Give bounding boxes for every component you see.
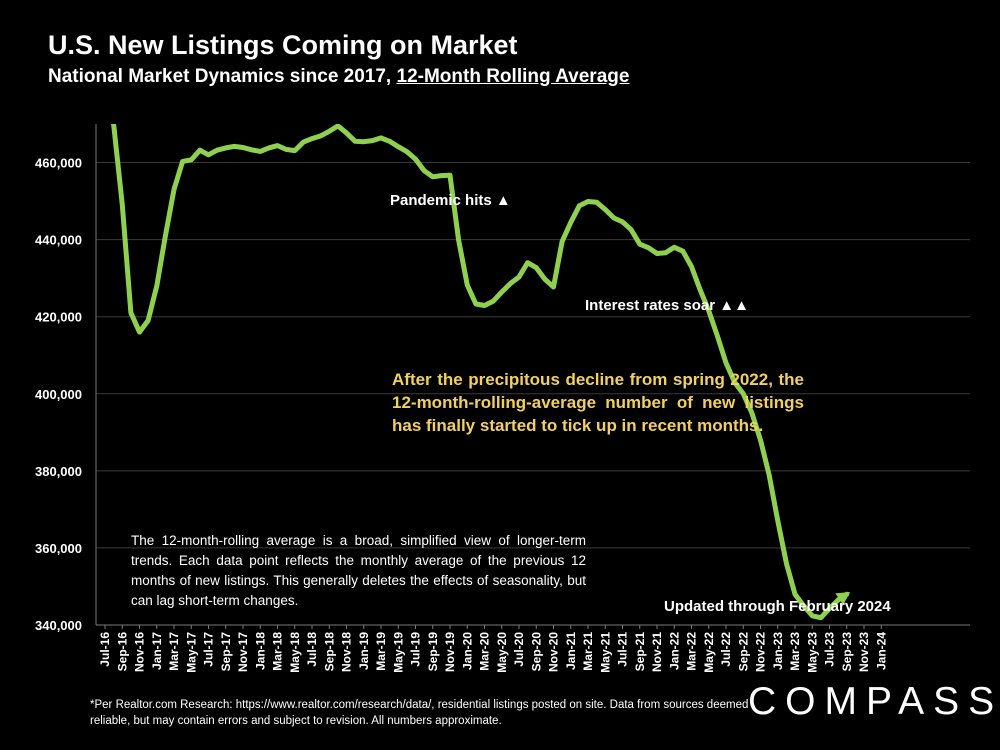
x-tick-label: Jan-24 xyxy=(874,632,888,670)
subtitle-main: National Market Dynamics since 2017, xyxy=(48,66,392,87)
y-tick-label: 420,000 xyxy=(35,310,82,325)
chart-subtitle: National Market Dynamics since 2017, 12-… xyxy=(48,66,629,88)
gridlines xyxy=(96,162,970,626)
y-tick-label: 460,000 xyxy=(35,156,82,171)
x-tick-label: May-18 xyxy=(288,632,302,673)
x-tick-label: Mar-18 xyxy=(271,632,285,671)
x-tick-label: Sep-21 xyxy=(633,632,647,672)
x-tick-label: Jan-22 xyxy=(667,632,681,670)
x-tick-label: Sep-18 xyxy=(322,632,336,672)
methodology-note: The 12-month-rolling average is a broad,… xyxy=(131,533,586,608)
x-tick-label: May-21 xyxy=(598,632,612,673)
y-tick-label: 340,000 xyxy=(35,618,82,633)
x-tick-label: Mar-20 xyxy=(478,632,492,671)
x-tick-label: Jul-23 xyxy=(823,632,837,667)
source-footnote: *Per Realtor.com Research: https://www.r… xyxy=(90,699,749,727)
x-tick-label: Nov-22 xyxy=(754,632,768,672)
line-end-arrow xyxy=(835,591,851,605)
annotation-updated: Updated through February 2024 xyxy=(664,598,891,615)
x-tick-label: Sep-23 xyxy=(840,632,854,672)
x-tick-label: Sep-17 xyxy=(219,632,233,672)
y-tick-label: 360,000 xyxy=(35,541,82,556)
x-tick-label: Nov-17 xyxy=(236,632,250,672)
x-tick-label: Jul-21 xyxy=(616,632,630,667)
annotation-interest-rates: Interest rates soar ▲▲ xyxy=(585,297,749,314)
x-tick-label: Mar-21 xyxy=(581,632,595,671)
x-tick-label: Nov-18 xyxy=(340,632,354,672)
x-tick-label: Jul-22 xyxy=(719,632,733,667)
x-tick-label: Mar-17 xyxy=(167,632,181,671)
x-tick-label: May-19 xyxy=(391,632,405,673)
x-tick-label: Jul-19 xyxy=(409,632,423,667)
x-tick-label: Jan-20 xyxy=(460,632,474,670)
x-tick-label: May-20 xyxy=(495,632,509,673)
y-tick-label: 400,000 xyxy=(35,387,82,402)
x-tick-label: Nov-19 xyxy=(443,632,457,672)
y-tick-label: 440,000 xyxy=(35,233,82,248)
x-tick-label: Mar-23 xyxy=(788,632,802,671)
x-tick-label: Sep-16 xyxy=(115,632,129,672)
x-tick-label: Mar-19 xyxy=(374,632,388,671)
x-tick-label: Jul-16 xyxy=(98,632,112,667)
x-tick-label: Nov-20 xyxy=(547,632,561,672)
chart-title: U.S. New Listings Coming on Market xyxy=(48,30,518,60)
x-tick-label: Nov-21 xyxy=(650,632,664,672)
annotation-pandemic: Pandemic hits ▲ xyxy=(390,192,511,209)
x-tick-label: Jan-21 xyxy=(564,632,578,670)
x-tick-label: May-17 xyxy=(184,632,198,673)
x-tick-label: Sep-20 xyxy=(529,632,543,672)
yellow-callout: After the precipitous decline from sprin… xyxy=(392,370,804,435)
x-tick-label: Nov-16 xyxy=(133,632,147,672)
x-tick-label: Sep-19 xyxy=(426,632,440,672)
x-tick-label: Jan-19 xyxy=(357,632,371,670)
x-tick-label: Nov-23 xyxy=(857,632,871,672)
x-tick-label: May-22 xyxy=(702,632,716,673)
x-tick-label: Mar-22 xyxy=(685,632,699,671)
x-tick-label: May-23 xyxy=(805,632,819,673)
compass-logo: COMPASS xyxy=(748,680,1000,723)
x-tick-label: Jul-17 xyxy=(202,632,216,667)
series-layer xyxy=(111,124,851,621)
x-tick-label: Jul-18 xyxy=(305,632,319,667)
series-line xyxy=(111,124,850,621)
subtitle-underlined: 12-Month Rolling Average xyxy=(396,66,630,87)
x-tick-label: Jan-23 xyxy=(771,632,785,670)
x-tick-label: Jan-18 xyxy=(253,632,267,670)
y-tick-label: 380,000 xyxy=(35,464,82,479)
x-tick-label: Jan-17 xyxy=(150,632,164,670)
x-axis: Jul-16 Sep-16 Nov-16 Jan-17 Mar-17 May-17 Jul-… xyxy=(95,124,970,673)
x-tick-label: Jul-20 xyxy=(512,632,526,667)
x-tick-label: Sep-22 xyxy=(736,632,750,672)
y-axis: 340,000 360,000 380,000 400,000 420,000 440,0… xyxy=(35,156,82,633)
